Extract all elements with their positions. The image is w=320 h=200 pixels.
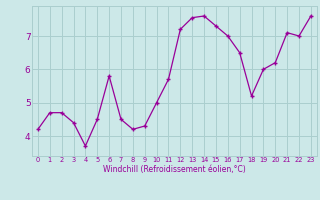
X-axis label: Windchill (Refroidissement éolien,°C): Windchill (Refroidissement éolien,°C) xyxy=(103,165,246,174)
